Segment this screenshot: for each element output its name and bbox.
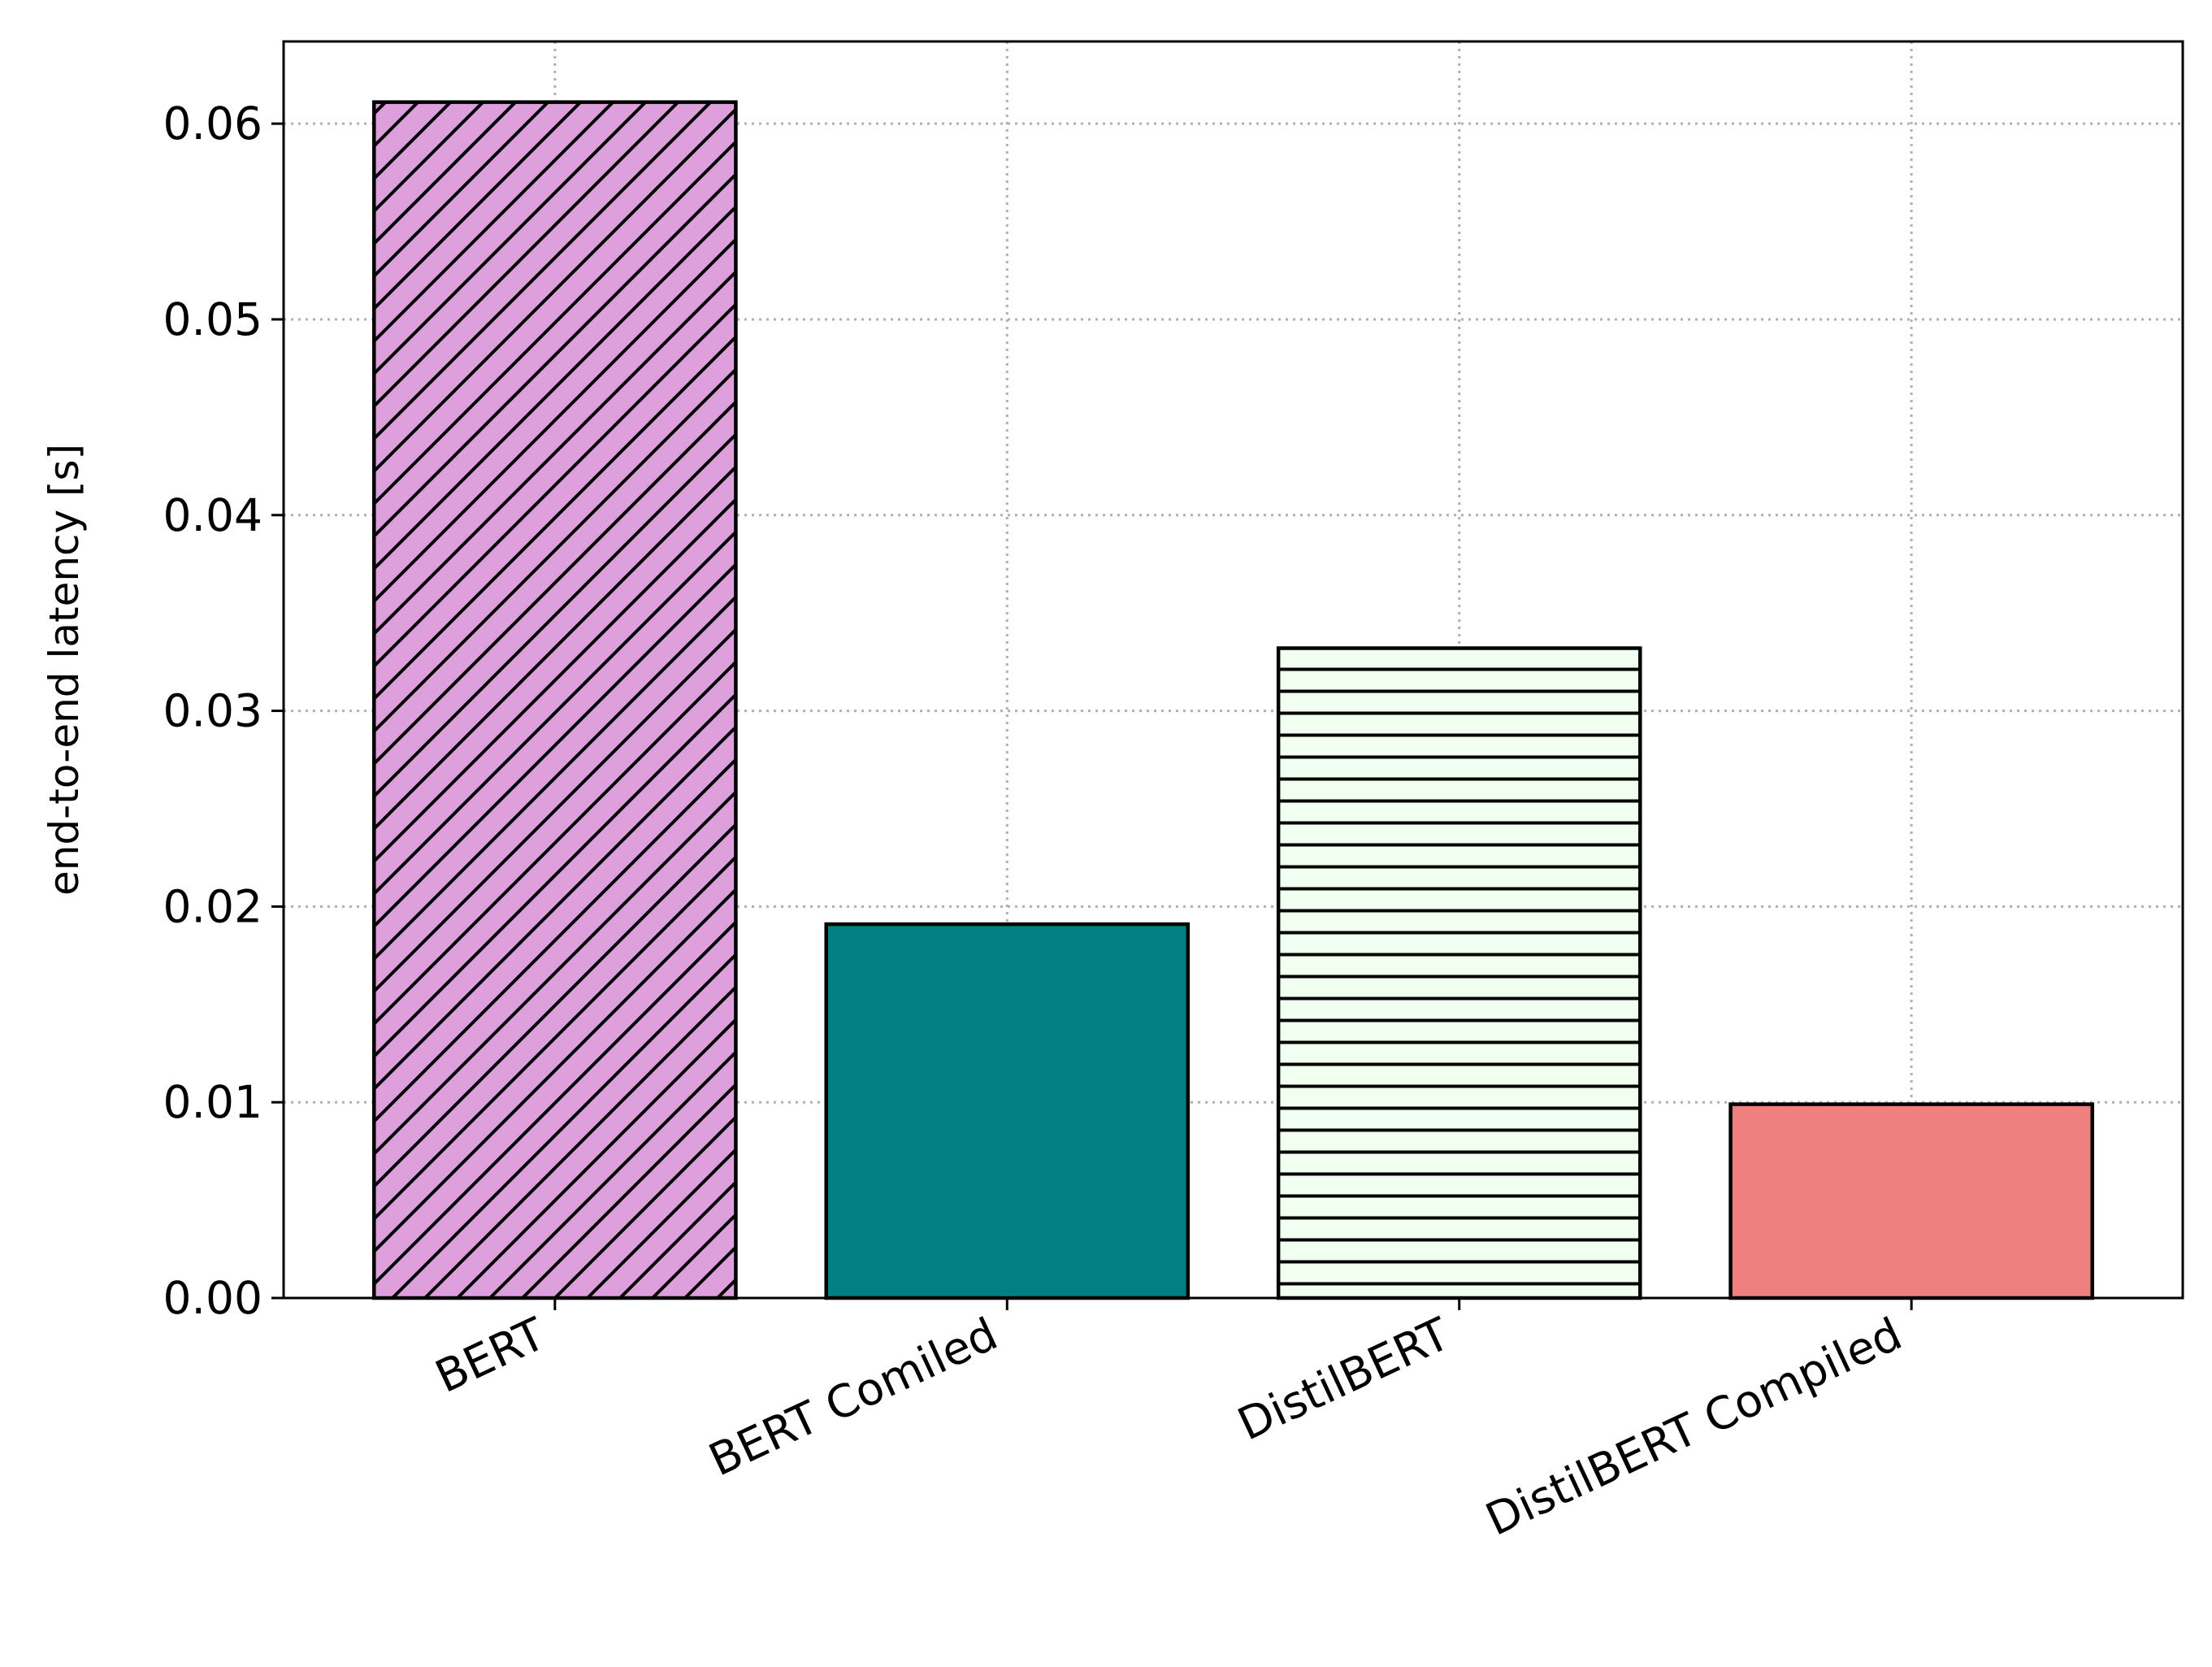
bar — [1276, 646, 1642, 1300]
y-tick-label: 0.03 — [163, 685, 262, 737]
y-tick-label: 0.02 — [163, 880, 262, 932]
bar — [372, 100, 738, 1300]
x-tick-label: DistilBERT — [1230, 1308, 1458, 1451]
bar — [1728, 1102, 2094, 1300]
x-tick-label: DistilBERT Compiled — [1478, 1308, 1910, 1546]
bar-hatch — [1278, 648, 1641, 1298]
y-tick-label: 0.01 — [163, 1076, 262, 1128]
x-tick-label: BERT — [427, 1308, 553, 1403]
y-axis-label: end-to-end latency [s] — [41, 444, 88, 896]
bar-fill — [1730, 1104, 2093, 1298]
x-tick-label: BERT Comiled — [701, 1308, 1005, 1487]
bar — [824, 922, 1191, 1300]
bar-hatch — [374, 102, 736, 1298]
bars — [372, 100, 2094, 1300]
y-tick-label: 0.04 — [163, 489, 262, 541]
y-tick-label: 0.06 — [163, 98, 262, 150]
plot-area-frame — [282, 40, 2184, 1300]
bar-fill — [826, 924, 1188, 1298]
y-tick-label: 0.00 — [163, 1272, 262, 1324]
y-tick-label: 0.05 — [163, 293, 262, 345]
